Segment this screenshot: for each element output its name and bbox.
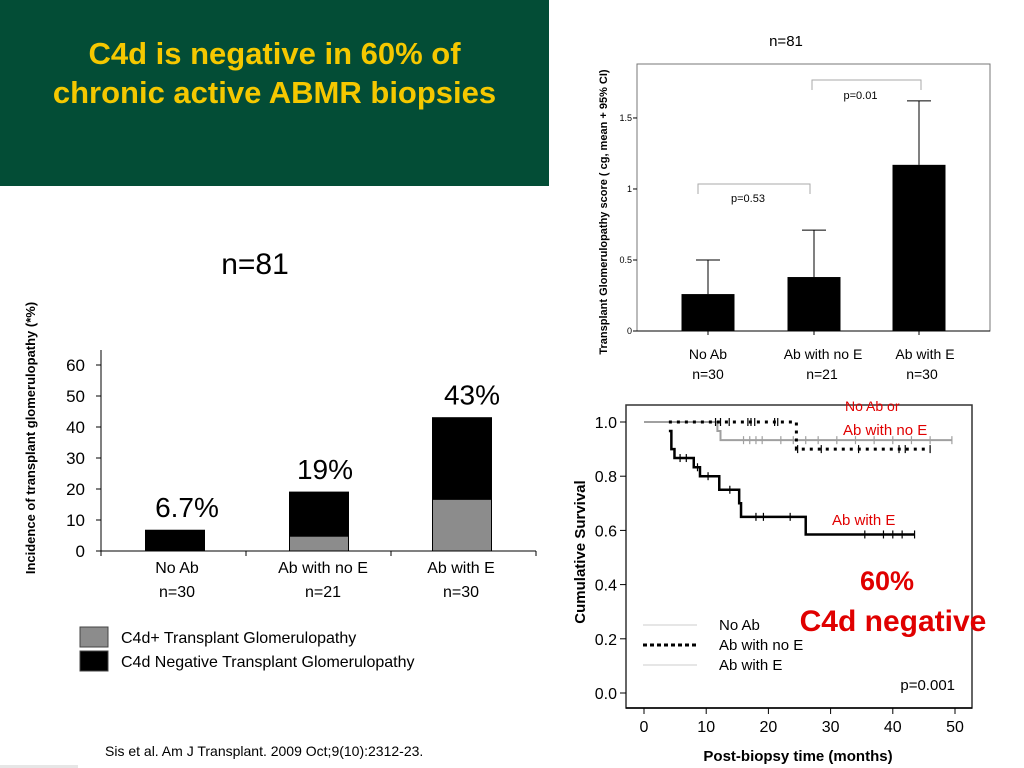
- incidence-x-tick-label: Ab with E: [427, 560, 495, 577]
- incidence-y-tick-label: 60: [66, 356, 85, 375]
- tg-comparison-bracket: [811, 79, 922, 90]
- tg-score-chart: n=81 Transplant Glomerulopathy score ( cg…: [598, 33, 991, 382]
- survival-chart: 0.0 0.2 0.4 0.6 0.8 1.0 0 10 20 30 40 50 Post-biopsy…: [572, 398, 986, 765]
- highlight-c4d-negative: C4d negative: [800, 605, 987, 638]
- tg-chart-title: n=81: [769, 33, 803, 50]
- tg-comparison-bracket: [697, 183, 811, 194]
- km-x-tick-label: 10: [697, 719, 715, 736]
- highlight-percent: 60%: [860, 566, 914, 596]
- tg-x-tick-label: No Ab: [689, 346, 727, 362]
- tg-x-tick-label-n: n=30: [692, 366, 724, 382]
- tg-y-tick-label: 0: [627, 326, 632, 336]
- bar-segment-c4d-negative: [432, 417, 492, 500]
- tg-x-tick-label: Ab with no E: [784, 346, 863, 362]
- bottom-edge-tab: [0, 765, 78, 768]
- bar-segment-c4d-negative: [289, 491, 349, 537]
- tg-bar: [892, 164, 946, 331]
- km-curve-no-ab: [644, 421, 952, 442]
- km-group-label-top: No Ab or: [845, 398, 900, 414]
- incidence-data-label: 6.7%: [155, 492, 219, 523]
- tg-x-tick-label-n: n=21: [806, 366, 838, 382]
- slide-title-line2: chronic active ABMR biopsies: [52, 75, 497, 110]
- incidence-y-tick-label: 0: [76, 542, 85, 561]
- legend-label: C4d+ Transplant Glomerulopathy: [121, 630, 356, 647]
- km-x-tick-label: 0: [640, 719, 649, 736]
- title-banner: [0, 0, 549, 186]
- incidence-y-tick-label: 20: [66, 480, 85, 499]
- incidence-y-axis-label: Incidence of transplant glomerulopathy (…: [23, 302, 38, 574]
- incidence-y-tick-label: 10: [66, 511, 85, 530]
- bar-segment-c4d-positive: [432, 498, 492, 552]
- km-group-label-bottom: Ab with E: [832, 512, 895, 529]
- incidence-x-tick-label-n: n=30: [443, 584, 479, 601]
- legend-swatch-c4d-positive: [79, 626, 109, 648]
- tg-y-tick-label: 1.5: [619, 113, 632, 123]
- km-y-tick-label: 1.0: [595, 415, 617, 432]
- incidence-x-tick-label: No Ab: [155, 560, 199, 577]
- incidence-data-label: 43%: [444, 380, 500, 411]
- km-curve-ab-with-e: [668, 429, 915, 536]
- tg-y-axis-label: Transplant Glomerulopathy score ( cg, me…: [598, 69, 610, 354]
- km-y-tick-label: 0.6: [595, 523, 617, 540]
- tg-x-tick-label-n: n=30: [906, 366, 938, 382]
- bar-segment-c4d-positive: [289, 535, 349, 552]
- km-y-axis-label: Cumulative Survival: [572, 480, 589, 623]
- slide-title-line1: C4d is negative in 60% of: [88, 36, 461, 71]
- km-x-tick-label: 20: [760, 719, 778, 736]
- km-y-tick-label: 0.8: [595, 469, 617, 486]
- tg-y-tick-label: 0.5: [619, 255, 632, 265]
- km-x-tick-label: 30: [822, 719, 840, 736]
- km-y-tick-label: 0.2: [595, 632, 617, 649]
- tg-y-tick-label: 1: [627, 184, 632, 194]
- km-group-label-top-line2: Ab with no E: [843, 422, 927, 439]
- incidence-x-tick-label-n: n=21: [305, 584, 341, 601]
- tg-x-tick-label: Ab with E: [895, 346, 954, 362]
- km-x-axis-label: Post-biopsy time (months): [703, 748, 892, 765]
- incidence-y-tick-label: 40: [66, 418, 85, 437]
- legend-label: C4d Negative Transplant Glomerulopathy: [121, 654, 415, 671]
- incidence-data-label: 19%: [297, 454, 353, 485]
- km-plot-frame: [625, 404, 973, 709]
- tg-bar: [681, 294, 735, 331]
- km-y-tick-label: 0.0: [595, 686, 617, 703]
- incidence-x-tick-label-n: n=30: [159, 584, 195, 601]
- km-legend-label: Ab with E: [719, 657, 782, 674]
- citation: Sis et al. Am J Transplant. 2009 Oct;9(1…: [105, 743, 424, 759]
- legend-swatch-c4d-negative: [79, 650, 109, 672]
- incidence-y-tick-label: 50: [66, 387, 85, 406]
- km-p-value: p=0.001: [900, 677, 955, 694]
- incidence-chart: n=81 Incidence of transplant glomerulopat…: [23, 248, 537, 672]
- km-x-tick-label: 40: [884, 719, 902, 736]
- km-y-tick-label: 0.4: [595, 578, 617, 595]
- km-legend-label: Ab with no E: [719, 637, 803, 654]
- tg-p-value: p=0.53: [731, 193, 765, 205]
- tg-p-value: p=0.01: [844, 90, 878, 102]
- incidence-x-tick-label: Ab with no E: [278, 560, 368, 577]
- incidence-y-tick-label: 30: [66, 449, 85, 468]
- slide-title: C4d is negative in 60% of chronic active…: [0, 34, 549, 112]
- bar-segment-c4d-negative: [145, 529, 205, 552]
- tg-bar: [787, 277, 841, 331]
- km-x-tick-label: 50: [946, 719, 964, 736]
- km-legend-label: No Ab: [719, 617, 760, 634]
- incidence-chart-title: n=81: [221, 248, 289, 281]
